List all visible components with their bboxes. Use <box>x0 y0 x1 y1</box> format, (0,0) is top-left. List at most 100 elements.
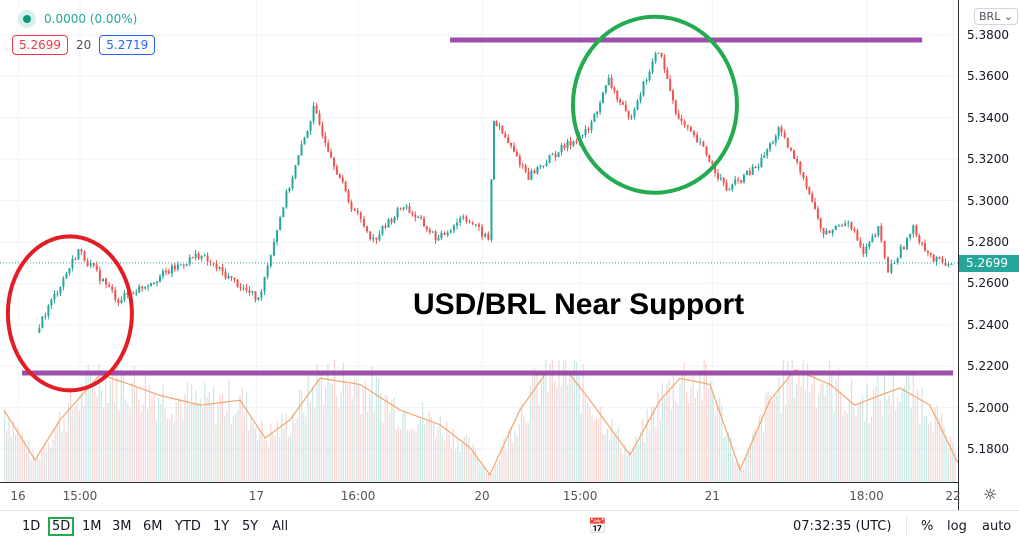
volume-bar <box>901 390 903 482</box>
volume-bar <box>930 421 932 482</box>
candle-body <box>728 189 731 191</box>
candle-body <box>288 188 291 192</box>
volume-bar <box>923 416 925 482</box>
volume-bar <box>604 435 606 482</box>
range-button-all[interactable]: All <box>272 519 289 534</box>
volume-bar <box>312 386 314 482</box>
candle-body <box>197 253 200 259</box>
settings-gear-icon[interactable]: ☼ <box>983 485 998 504</box>
candle-body <box>194 253 197 258</box>
volume-bar <box>532 368 534 482</box>
candle-body <box>624 104 627 111</box>
volume-bar <box>780 413 782 482</box>
volume-bar <box>224 416 226 482</box>
volume-bar <box>485 472 487 482</box>
volume-bar <box>512 442 514 482</box>
candle-body <box>333 157 336 167</box>
log-toggle[interactable]: log <box>947 519 967 534</box>
candle-body <box>856 230 859 241</box>
candle-body <box>865 246 868 254</box>
candle-body <box>515 151 518 157</box>
range-button-1y[interactable]: 1Y <box>213 519 230 534</box>
volume-bar <box>543 372 545 482</box>
volume-bar <box>292 413 294 482</box>
candle-body <box>126 292 129 295</box>
volume-bar <box>114 402 116 482</box>
volume-bar <box>917 389 919 482</box>
range-button-ytd[interactable]: YTD <box>175 519 201 534</box>
candle-body <box>689 127 692 132</box>
range-button-6m[interactable]: 6M <box>143 519 163 534</box>
candle-body <box>680 118 683 122</box>
volume-bar <box>382 422 384 482</box>
volume-bar <box>774 395 776 482</box>
candle-body <box>563 145 566 148</box>
volume-bar <box>378 377 380 482</box>
candle-body <box>708 154 711 162</box>
date-range-calendar-icon[interactable]: 📅 <box>588 517 607 535</box>
volume-bar <box>257 440 259 482</box>
volume-bar <box>122 372 124 482</box>
volume-bar <box>837 368 839 482</box>
volume-bar <box>536 374 538 482</box>
candle-body <box>291 177 294 189</box>
range-button-3m[interactable]: 3M <box>112 519 132 534</box>
range-button-5y[interactable]: 5Y <box>242 519 259 534</box>
volume-bar <box>149 384 151 482</box>
range-button-5d[interactable]: 5D <box>48 517 75 536</box>
auto-toggle[interactable]: auto <box>982 519 1012 534</box>
volume-bar <box>142 404 144 482</box>
volume-bar <box>373 410 375 482</box>
candle-body <box>263 276 266 292</box>
volume-bar <box>56 421 58 482</box>
candle-body <box>890 263 893 273</box>
volume-bar <box>562 360 564 482</box>
percent-toggle[interactable]: % <box>921 519 934 534</box>
candle-body <box>378 234 381 240</box>
volume-bar <box>833 412 835 482</box>
volume-bar <box>50 447 52 482</box>
candle-body <box>83 251 86 261</box>
price-chart[interactable] <box>0 0 958 482</box>
volume-bar <box>175 402 177 482</box>
volume-bar <box>37 454 39 482</box>
volume-bar <box>397 425 399 482</box>
volume-bar <box>133 365 135 482</box>
volume-bar <box>661 382 663 482</box>
volume-bar <box>217 404 219 482</box>
volume-bar <box>166 418 168 482</box>
candle-body <box>862 246 865 254</box>
volume-bar <box>103 407 105 482</box>
volume-bar <box>644 442 646 482</box>
volume-bar <box>488 472 490 482</box>
price-axis[interactable]: BRL ⌄ 5.3800 5.3600 5.3400 5.3200 5.3000 5.28… <box>958 0 1019 510</box>
candle-body <box>834 225 837 230</box>
time-tick: 15:00 <box>62 489 98 503</box>
range-button-1m[interactable]: 1M <box>82 519 102 534</box>
candle-body <box>74 259 77 261</box>
candle-body <box>182 264 185 266</box>
volume-bar <box>842 415 844 482</box>
candle-body <box>584 128 587 136</box>
time-axis[interactable]: 16 15:00 17 16:00 20 15:00 21 18:00 22 <box>0 482 961 510</box>
candle-body <box>551 153 554 155</box>
currency-dropdown[interactable]: BRL ⌄ <box>974 8 1019 25</box>
candle-body <box>108 284 111 287</box>
volume-bar <box>606 429 608 482</box>
volume-bar <box>419 418 421 482</box>
volume-bar <box>479 464 481 482</box>
candle-body <box>452 225 455 231</box>
range-button-1d[interactable]: 1D <box>22 519 41 534</box>
candle-body <box>44 315 47 317</box>
candle-body <box>257 297 260 300</box>
candle-body <box>645 80 648 82</box>
ma-value: 5.2719 <box>99 35 156 55</box>
volume-bar <box>820 383 822 482</box>
candle-body <box>465 216 468 222</box>
volume-bar <box>756 429 758 482</box>
volume-bar <box>96 396 98 482</box>
volume-bar <box>219 395 221 482</box>
candle-body <box>425 226 428 230</box>
volume-bar <box>197 402 199 482</box>
candle-body <box>554 153 557 158</box>
